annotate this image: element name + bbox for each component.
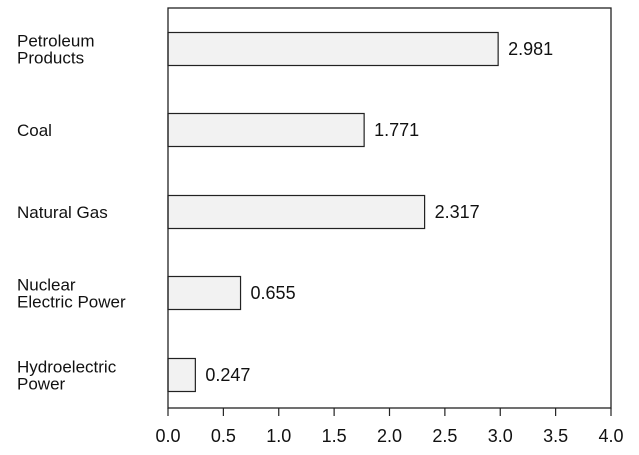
bar-0	[167, 31, 499, 67]
value-label-1: 1.771	[374, 120, 419, 140]
category-label-2-line-0: Natural Gas	[17, 203, 108, 222]
x-tick-label-0: 0.0	[155, 426, 180, 446]
x-tick-label-2: 1.0	[266, 426, 291, 446]
category-label-4-line-0: Hydroelectric	[17, 358, 117, 377]
x-tick-label-7: 3.5	[543, 426, 568, 446]
bars-layer	[167, 31, 499, 393]
bar-3	[167, 275, 242, 311]
category-label-4-line-1: Power	[17, 375, 66, 394]
category-label-4: Hydroelectric Power	[17, 358, 117, 394]
category-label-2: Natural Gas	[17, 203, 108, 222]
category-label-0-line-0: Petroleum	[17, 32, 94, 51]
value-label-3: 0.655	[251, 283, 296, 303]
x-tick-label-3: 1.5	[322, 426, 347, 446]
bar-4	[167, 357, 196, 393]
value-label-4: 0.247	[205, 365, 250, 385]
x-tick-label-1: 0.5	[211, 426, 236, 446]
category-label-0-line-1: Products	[17, 49, 84, 68]
x-axis: 0.0 0.5 1.0 1.5 2.0 2.5 3.0 3.5 4.0	[155, 408, 624, 446]
bar-2	[167, 194, 426, 230]
bar-1	[167, 112, 365, 148]
category-label-3: Nuclear Electric Power	[17, 276, 126, 312]
x-tick-label-5: 2.5	[432, 426, 457, 446]
category-label-0: Petroleum Products	[17, 32, 94, 68]
x-tick-label-6: 3.0	[488, 426, 513, 446]
category-label-3-line-1: Electric Power	[17, 293, 126, 312]
labels-layer: 2.981 Petroleum Products 1.771 Coal 2.317 Natu…	[17, 32, 553, 394]
category-label-3-line-0: Nuclear	[17, 276, 76, 295]
value-label-0: 2.981	[508, 39, 553, 59]
category-label-1-line-0: Coal	[17, 121, 52, 140]
x-tick-label-4: 2.0	[377, 426, 402, 446]
x-tick-label-8: 4.0	[598, 426, 623, 446]
value-label-2: 2.317	[435, 202, 480, 222]
plot-frame	[167, 7, 612, 409]
category-label-1: Coal	[17, 121, 52, 140]
